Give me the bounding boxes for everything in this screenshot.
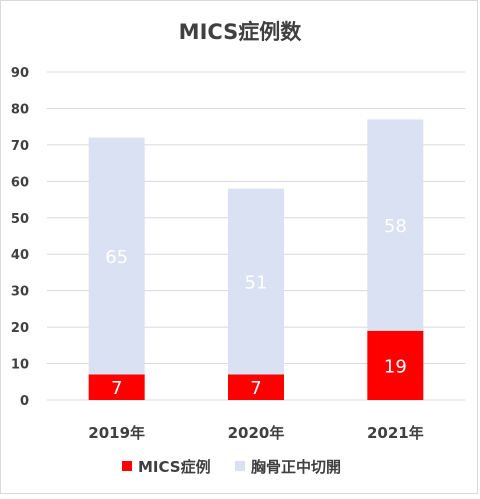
y-tick-label: 10 (11, 358, 29, 373)
y-tick-label: 90 (11, 66, 29, 81)
x-axis-ticks: 2019年 2020年 2021年 (88, 424, 423, 442)
y-tick-label: 40 (11, 248, 29, 263)
y-tick-label: 60 (11, 175, 29, 190)
x-tick-label: 2019年 (88, 424, 145, 442)
bar-segment (367, 119, 424, 331)
data-label: 19 (384, 356, 407, 377)
y-tick-label: 0 (20, 394, 29, 409)
bar-segment (228, 374, 284, 400)
legend-swatch (122, 461, 132, 471)
data-label: 7 (250, 378, 261, 399)
data-label: 58 (384, 216, 407, 237)
data-label: 51 (245, 273, 268, 294)
y-axis-ticks: 0 10 20 30 40 50 60 70 80 90 (11, 66, 29, 409)
y-tick-label: 30 (11, 285, 29, 300)
bars: 7 65 7 51 19 58 (88, 119, 424, 400)
bar-segment (228, 188, 284, 375)
x-tick-label: 2021年 (367, 424, 424, 442)
y-tick-label: 80 (11, 102, 29, 117)
legend: MICS症例 胸骨正中切開 (122, 458, 341, 476)
data-label: 7 (111, 378, 122, 399)
data-label: 65 (105, 247, 128, 268)
legend-label: MICS症例 (138, 458, 211, 476)
bar-segment (88, 374, 145, 400)
legend-label: 胸骨正中切開 (251, 458, 341, 476)
bar-segment (88, 137, 145, 375)
y-tick-label: 20 (11, 321, 29, 336)
x-tick-label: 2020年 (228, 424, 285, 442)
bar-segment (367, 330, 424, 400)
chart-title: MICS症例数 (179, 20, 303, 44)
y-tick-label: 50 (11, 212, 29, 227)
y-tick-label: 70 (11, 139, 29, 154)
legend-swatch (235, 461, 245, 471)
